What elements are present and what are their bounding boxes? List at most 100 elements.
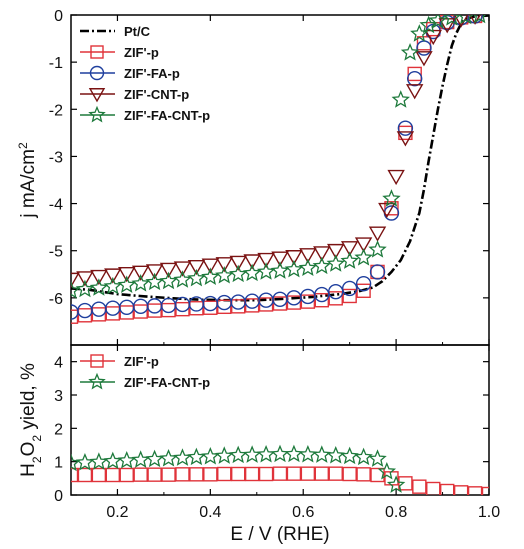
legend-item-zif-fa-p: ZIF'-FA-p <box>80 65 180 81</box>
data-point-zif-cnt-p <box>90 269 108 286</box>
data-point-zif-fa-cnt-p <box>354 248 373 266</box>
data-point-zif-fa-p <box>91 301 107 317</box>
data-point-zif-cnt-p <box>396 131 415 147</box>
data-point-zif-fa-p <box>397 120 414 136</box>
y-tick-label: -6 <box>49 291 63 308</box>
series-zif-fa-cnt-p <box>71 15 486 299</box>
data-point-zif-fa-p <box>369 264 386 280</box>
legend-label: Pt/C <box>124 24 151 39</box>
data-point-zif-fa-cnt-p <box>159 271 178 290</box>
data-point-zif-fa-cnt-p <box>201 267 220 285</box>
data-point-zif-fa-cnt-p <box>228 445 248 464</box>
data-point-zif-fa-p <box>230 294 246 310</box>
data-point-zif-p <box>314 466 329 481</box>
data-point-zif-p <box>272 466 288 481</box>
data-point-zif-fa-cnt-p <box>312 256 332 275</box>
data-point-zif-p <box>147 303 162 318</box>
data-point-zif-cnt-p <box>368 226 387 242</box>
data-point-zif-cnt-p <box>299 248 317 264</box>
data-point-zif-p <box>217 466 232 482</box>
data-point-zif-fa-cnt-p <box>131 450 150 468</box>
data-point-zif-p <box>370 467 385 483</box>
y-tick-label: 0 <box>54 488 63 505</box>
legend-label: ZIF'-p <box>124 354 159 369</box>
legend-marker-swatch <box>89 65 105 81</box>
series-zif-fa-p <box>71 15 483 320</box>
data-point-zif-p <box>286 295 302 310</box>
data-point-zif-p <box>453 485 469 495</box>
data-point-zif-p <box>105 306 121 321</box>
data-point-zif-fa-p <box>406 70 423 87</box>
data-point-zif-p <box>161 467 176 482</box>
data-point-zif-p <box>217 299 232 315</box>
data-point-zif-fa-cnt-p <box>298 258 318 276</box>
data-point-zif-p <box>416 36 432 51</box>
y-tick-label: 3 <box>54 388 63 405</box>
y-tick-label: -3 <box>49 149 63 166</box>
data-point-zif-fa-cnt-p <box>256 444 276 463</box>
data-point-zif-p <box>133 304 148 319</box>
data-point-zif-cnt-p <box>118 267 136 283</box>
data-point-zif-p <box>300 466 316 481</box>
data-point-zif-fa-cnt-p <box>187 447 206 466</box>
data-point-zif-p <box>407 66 422 82</box>
data-point-zif-fa-cnt-p <box>75 279 95 298</box>
data-point-zif-cnt-p <box>387 169 405 186</box>
y-tick-label: -2 <box>49 102 63 119</box>
data-point-zif-fa-cnt-p <box>71 453 81 472</box>
bottom-y-axis-title: H2O2 yield, % <box>18 363 44 477</box>
data-point-zif-p <box>71 309 79 324</box>
data-point-zif-fa-cnt-p <box>458 15 474 25</box>
data-point-zif-p <box>77 467 93 483</box>
bottom-axis-ticks: 0.2 0.4 0.6 0.8 1.0 0 1 2 3 4 <box>54 345 500 521</box>
data-point-zif-p <box>203 467 218 482</box>
data-point-zif-p <box>230 299 246 314</box>
data-point-zif-fa-cnt-p <box>201 446 220 465</box>
data-point-zif-cnt-p <box>354 237 373 253</box>
y-tick-label: 1 <box>54 455 63 472</box>
x-tick-label: 0.4 <box>199 504 221 521</box>
data-point-zif-cnt-p <box>104 268 122 284</box>
data-point-zif-fa-cnt-p <box>256 262 276 280</box>
data-point-zif-cnt-p <box>469 15 481 25</box>
data-point-zif-fa-cnt-p <box>131 274 150 292</box>
series-line-pt-c <box>71 15 489 302</box>
data-point-zif-cnt-p <box>257 252 275 269</box>
data-point-zif-fa-cnt-p <box>473 15 486 24</box>
data-point-zif-fa-cnt-p <box>284 444 304 463</box>
data-point-zif-p <box>91 307 107 322</box>
data-point-zif-fa-cnt-p <box>340 251 359 269</box>
legend-label: ZIF'-p <box>124 45 159 60</box>
x-tick-label: 0.8 <box>385 504 407 521</box>
data-point-zif-fa-cnt-p <box>377 461 397 480</box>
data-point-zif-fa-cnt-p <box>173 448 192 466</box>
data-point-zif-fa-p <box>119 299 135 315</box>
data-point-zif-cnt-p <box>453 15 469 28</box>
data-point-zif-fa-cnt-p <box>428 15 448 29</box>
data-point-zif-fa-cnt-p <box>382 189 401 207</box>
data-point-zif-fa-cnt-p <box>442 15 461 26</box>
data-point-zif-p <box>328 466 343 481</box>
data-point-zif-fa-cnt-p <box>340 446 359 465</box>
data-point-zif-cnt-p <box>285 250 303 266</box>
top-axis-ticks: 0 -1 -2 -3 -4 -5 -6 <box>49 8 490 345</box>
data-point-zif-fa-cnt-p <box>103 451 123 470</box>
legend-item-zif-fa-cnt-p: ZIF'-FA-CNT-p <box>80 105 210 123</box>
data-point-zif-cnt-p <box>131 265 150 281</box>
y-tick-label: 4 <box>54 355 63 372</box>
data-point-zif-fa-cnt-p <box>117 275 136 293</box>
legend-marker-swatch <box>90 354 104 368</box>
data-point-zif-fa-cnt-p <box>326 254 345 272</box>
data-point-zif-fa-cnt-p <box>284 259 304 278</box>
data-point-zif-cnt-p <box>415 51 433 67</box>
data-point-zif-p <box>119 305 134 320</box>
top-y-axis-title: j mA/cm2 <box>16 142 39 219</box>
data-point-zif-cnt-p <box>243 254 261 270</box>
data-point-zif-p <box>244 298 260 313</box>
data-point-zif-cnt-p <box>145 264 164 280</box>
data-point-zif-cnt-p <box>187 259 206 276</box>
legend-marker-swatch <box>90 45 104 59</box>
y-tick-label: -5 <box>49 244 63 261</box>
data-point-zif-p <box>412 479 427 494</box>
bottom-plot-area <box>71 444 489 495</box>
